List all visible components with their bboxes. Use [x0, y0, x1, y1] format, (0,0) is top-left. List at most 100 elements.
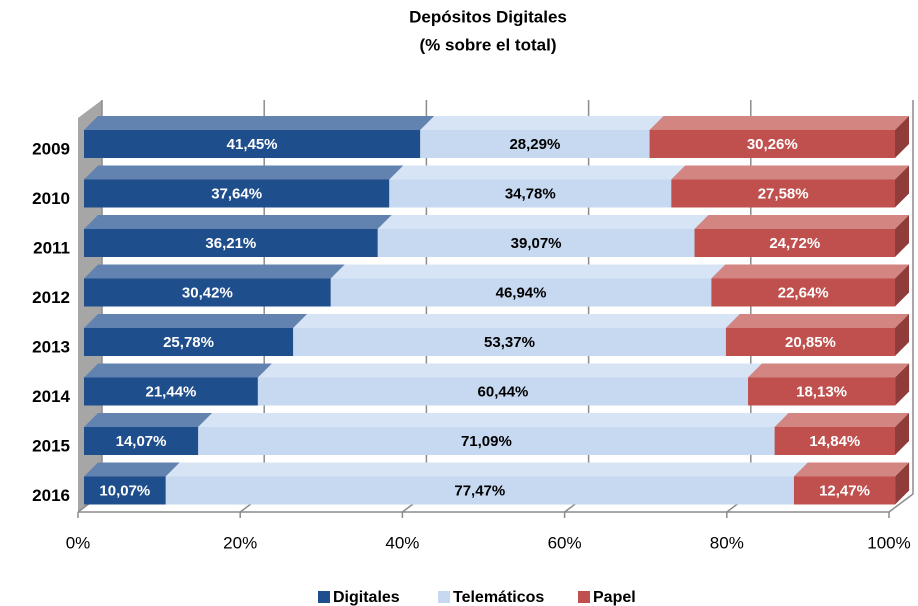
- data-label: 36,21%: [205, 235, 256, 252]
- bar-front: [420, 130, 650, 158]
- x-tick-label: 60%: [548, 533, 582, 552]
- bar-top: [377, 215, 709, 229]
- bar-segment: [793, 462, 910, 505]
- bar-side: [895, 215, 909, 257]
- data-label: 27,58%: [758, 185, 809, 202]
- bar-front: [84, 377, 258, 406]
- bar-top: [725, 314, 909, 328]
- bar-top: [711, 264, 909, 279]
- bar-segment: [389, 165, 686, 208]
- bar-front: [389, 179, 672, 208]
- y-tick-label: 2011: [33, 238, 70, 257]
- data-label: 71,09%: [461, 433, 512, 450]
- bar-top: [84, 264, 345, 279]
- bar-front: [84, 328, 294, 356]
- x-tick-label: 40%: [385, 533, 419, 552]
- bar-segment: [84, 215, 392, 257]
- bar-top: [671, 165, 909, 180]
- bar-top: [84, 462, 180, 477]
- legend-label: Digitales: [333, 589, 400, 606]
- bar-segment: [165, 462, 808, 505]
- bar-segment: [671, 165, 909, 208]
- bar-side: [895, 264, 909, 307]
- bar-segment: [725, 314, 909, 356]
- chart-subtitle: (% sobre el total): [420, 35, 557, 54]
- bar-front: [84, 179, 390, 208]
- bar-front: [198, 427, 775, 455]
- y-tick-label: 2009: [32, 139, 70, 158]
- bar-segment: [377, 215, 709, 257]
- bar-top: [257, 363, 763, 378]
- bar-front: [84, 130, 421, 158]
- bar-front: [671, 179, 895, 208]
- legend-label: Papel: [593, 589, 636, 606]
- bar-front: [165, 476, 794, 505]
- bar-front: [293, 328, 726, 356]
- bar-front: [694, 229, 895, 257]
- x-tick-label: 20%: [223, 533, 257, 552]
- data-label: 14,84%: [809, 433, 860, 450]
- x-tick-label: 80%: [710, 533, 744, 552]
- y-tick-label: 2015: [32, 436, 70, 455]
- bar-front: [793, 476, 896, 505]
- data-label: 77,47%: [454, 482, 505, 499]
- bar-top: [165, 462, 808, 477]
- bar-segment: [694, 215, 909, 257]
- legend-swatch: [438, 591, 450, 603]
- data-label: 34,78%: [505, 185, 556, 202]
- data-label: 18,13%: [796, 383, 847, 400]
- bar-top: [793, 462, 910, 477]
- data-label: 22,64%: [778, 284, 829, 301]
- data-label: 10,07%: [99, 482, 150, 499]
- y-tick-label: 2014: [32, 387, 70, 406]
- bar-segment: [330, 264, 726, 307]
- bar-front: [84, 278, 331, 307]
- bar-side: [895, 165, 909, 208]
- data-label: 41,45%: [227, 136, 278, 153]
- data-label: 14,07%: [116, 433, 167, 450]
- grid-line: [888, 100, 914, 513]
- data-label: 46,94%: [496, 284, 547, 301]
- data-label: 25,78%: [163, 334, 214, 351]
- data-label: 12,47%: [819, 482, 870, 499]
- data-label: 24,72%: [769, 235, 820, 252]
- data-label: 20,85%: [785, 334, 836, 351]
- bar-front: [330, 278, 712, 307]
- bar-side: [895, 314, 909, 356]
- data-label: 28,29%: [509, 136, 560, 153]
- bar-top: [420, 116, 664, 130]
- bar-front: [257, 377, 749, 406]
- bar-side: [895, 462, 910, 505]
- bar-side: [895, 413, 909, 455]
- bar-top: [330, 264, 726, 279]
- bar-front: [774, 427, 895, 455]
- legend-label: Telemáticos: [453, 589, 544, 606]
- bar-segment: [84, 165, 404, 208]
- bar-top: [84, 413, 213, 427]
- data-label: 60,44%: [478, 383, 529, 400]
- bar-top: [198, 413, 789, 427]
- bar-top: [293, 314, 740, 328]
- chart-title: Depósitos Digitales: [409, 7, 567, 26]
- x-tick-label: 100%: [867, 533, 910, 552]
- bar-top: [84, 165, 404, 180]
- bar-top: [694, 215, 909, 229]
- y-tick-label: 2016: [32, 486, 70, 505]
- data-label: 39,07%: [511, 235, 562, 252]
- legend-swatch: [318, 591, 330, 603]
- bar-front: [84, 476, 166, 505]
- data-label: 37,64%: [211, 185, 262, 202]
- bar-front: [748, 377, 896, 406]
- bar-side: [895, 363, 910, 406]
- data-label: 30,42%: [182, 284, 233, 301]
- bar-segment: [774, 413, 909, 455]
- bar-segment: [293, 314, 740, 356]
- bar-front: [711, 278, 895, 307]
- y-tick-label: 2010: [32, 189, 70, 208]
- bar-top: [84, 363, 272, 378]
- bar-top: [84, 116, 435, 130]
- data-label: 30,26%: [747, 136, 798, 153]
- bar-segment: [649, 116, 909, 158]
- data-label: 53,37%: [484, 334, 535, 351]
- legend-swatch: [578, 591, 590, 603]
